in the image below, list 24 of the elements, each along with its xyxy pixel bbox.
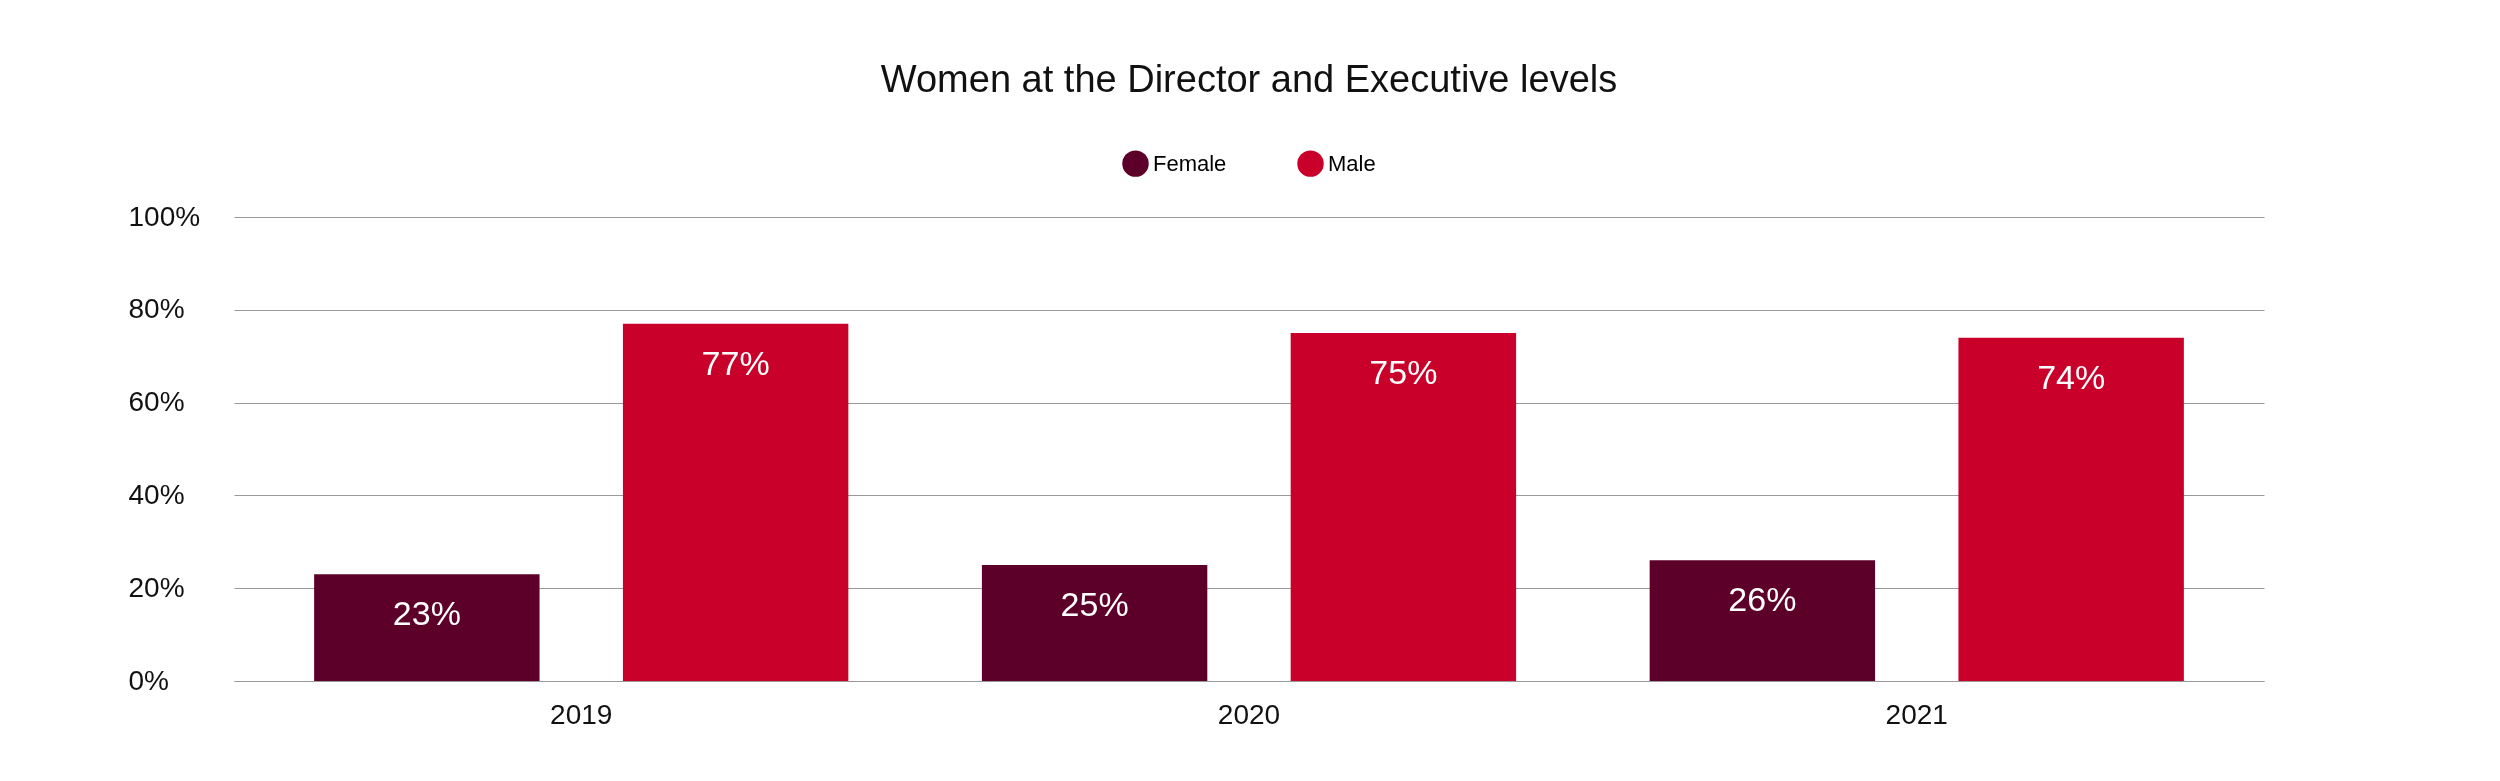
- data-label: 26%: [1728, 580, 1797, 619]
- data-label: 23%: [392, 594, 461, 633]
- data-label: 75%: [1369, 353, 1438, 391]
- x-tick-label: 2020: [1217, 698, 1281, 730]
- x-tick-label: 2019: [550, 698, 613, 730]
- chart-title: Women at the Director and Executive levels: [880, 58, 1618, 100]
- y-tick-label: 0%: [128, 664, 169, 696]
- y-tick-label: 40%: [128, 478, 185, 510]
- x-tick-label: 2021: [1885, 698, 1948, 730]
- y-tick-label: 20%: [128, 571, 185, 603]
- data-label: 74%: [2037, 357, 2106, 396]
- bar: [314, 574, 540, 681]
- bar: [622, 323, 849, 681]
- legend-label: Female: [1153, 150, 1227, 176]
- data-label: 25%: [1060, 585, 1129, 623]
- bar: [1958, 337, 2184, 681]
- y-tick-label: 60%: [128, 386, 185, 418]
- data-label: 77%: [701, 343, 770, 382]
- y-tick-label: 100%: [128, 200, 201, 232]
- bar: [1290, 333, 1517, 681]
- y-tick-label: 80%: [128, 293, 185, 325]
- legend-label: Male: [1328, 150, 1376, 176]
- bar: [981, 565, 1208, 681]
- bar: [1649, 560, 1876, 681]
